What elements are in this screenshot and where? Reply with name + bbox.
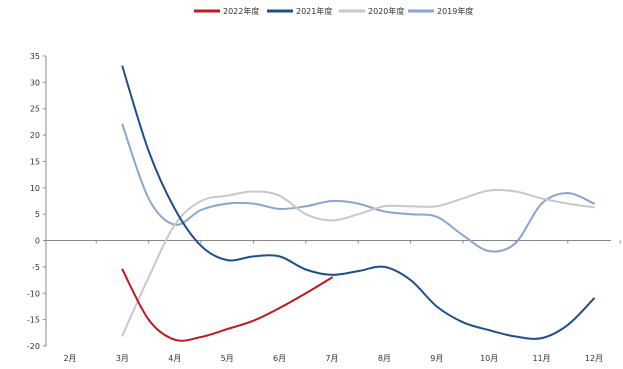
y-tick-label: 20 (30, 131, 40, 140)
y-tick-label: 5 (35, 210, 40, 219)
legend: 2022年度 2021年度 2020年度 2019年度 (194, 6, 473, 16)
x-tick-label: 11月 (533, 354, 551, 363)
x-tick-label: 5月 (221, 354, 234, 363)
x-tick-label: 6月 (273, 354, 286, 363)
y-tick-label: 10 (30, 184, 40, 193)
series-layer (121, 65, 595, 342)
legend-label: 2019年度 (437, 6, 473, 16)
x-tick-label: 8月 (378, 354, 391, 363)
y-axis: 35 30 25 20 15 10 5 0 -5 -10 -15 -20 (27, 52, 47, 351)
x-tick-label: 9月 (430, 354, 443, 363)
x-axis: 2月 3月 4月 5月 6月 7月 8月 9月 10月 11月 12月 (46, 240, 621, 363)
y-tick-label: 30 (30, 78, 40, 87)
y-tick-label: 15 (30, 157, 40, 166)
x-tick-label: 10月 (480, 354, 498, 363)
y-tick-label: -15 (27, 316, 40, 325)
y-tick-label: 25 (30, 105, 40, 114)
legend-label: 2022年度 (223, 6, 259, 16)
series-line-2022年度 (121, 268, 333, 342)
x-tick-label: 2月 (63, 354, 76, 363)
series-line-2019年度 (121, 123, 595, 253)
y-tick-label: -5 (32, 263, 40, 272)
x-tick-label: 12月 (585, 354, 603, 363)
x-tick-label: 7月 (325, 354, 338, 363)
legend-label: 2021年度 (296, 6, 332, 16)
series-line-2020年度 (121, 188, 595, 337)
x-tick-label: 4月 (168, 354, 181, 363)
legend-label: 2020年度 (368, 6, 404, 16)
y-tick-label: -20 (27, 342, 40, 351)
y-tick-label: 35 (30, 52, 40, 61)
series-line-2021年度 (121, 65, 595, 340)
x-tick-label: 3月 (116, 354, 129, 363)
y-tick-label: -10 (27, 289, 40, 298)
y-tick-label: 0 (35, 237, 40, 246)
